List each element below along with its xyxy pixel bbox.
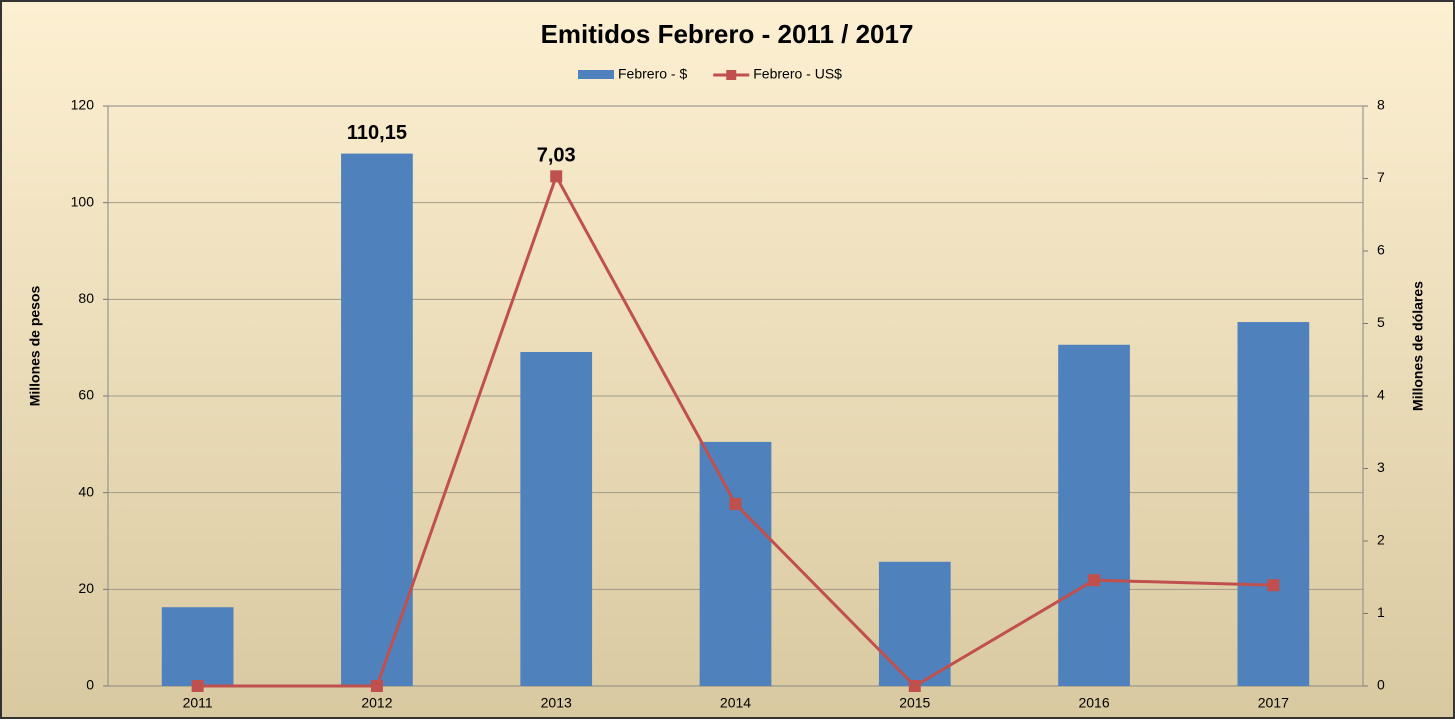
marker <box>191 680 204 692</box>
y-tick-label: 40 <box>78 483 94 499</box>
bar <box>1058 344 1130 686</box>
x-tick-label: 2017 <box>1258 695 1289 711</box>
bar <box>161 607 234 686</box>
data-label: 7,03 <box>537 145 576 167</box>
y-axis-label: Millones de pesos <box>27 285 43 406</box>
y2-tick-label: 5 <box>1377 314 1385 330</box>
y2-tick-label: 1 <box>1377 604 1385 620</box>
x-tick-label: 2013 <box>541 695 572 711</box>
marker <box>729 498 742 511</box>
y2-tick-label: 0 <box>1377 677 1385 693</box>
y2-tick-label: 2 <box>1377 532 1385 548</box>
y2-tick-label: 3 <box>1377 459 1385 475</box>
bar <box>341 153 413 686</box>
y2-tick-label: 4 <box>1377 387 1385 403</box>
legend-label: Febrero - US$ <box>753 66 842 82</box>
x-tick-label: 2015 <box>899 695 930 711</box>
x-tick-label: 2014 <box>720 695 751 711</box>
y-tick-label: 100 <box>71 193 95 209</box>
marker <box>370 680 383 692</box>
y2-tick-label: 8 <box>1377 97 1385 113</box>
bar <box>878 561 951 686</box>
data-label: 110,15 <box>347 122 407 144</box>
y2-tick-label: 6 <box>1377 242 1385 258</box>
y2-axis-label: Millones de dólares <box>1410 281 1426 411</box>
y-tick-label: 20 <box>78 580 94 596</box>
legend-label: Febrero - $ <box>618 66 687 82</box>
y-tick-label: 60 <box>78 387 94 403</box>
marker <box>1267 579 1280 592</box>
y2-tick-label: 7 <box>1377 169 1385 185</box>
y-tick-label: 120 <box>71 97 95 113</box>
x-tick-label: 2012 <box>361 695 392 711</box>
legend-swatch <box>578 70 614 79</box>
y-tick-label: 80 <box>78 290 94 306</box>
marker <box>908 680 921 692</box>
marker <box>550 170 563 183</box>
legend-swatch <box>726 70 737 80</box>
bar <box>520 352 593 686</box>
y-tick-label: 0 <box>86 677 94 693</box>
x-tick-label: 2016 <box>1078 695 1109 711</box>
bar <box>699 441 772 686</box>
chart-title: Emitidos Febrero - 2011 / 2017 <box>541 19 914 49</box>
x-tick-label: 2011 <box>183 695 213 711</box>
marker <box>1088 574 1101 587</box>
bar <box>1237 322 1310 686</box>
